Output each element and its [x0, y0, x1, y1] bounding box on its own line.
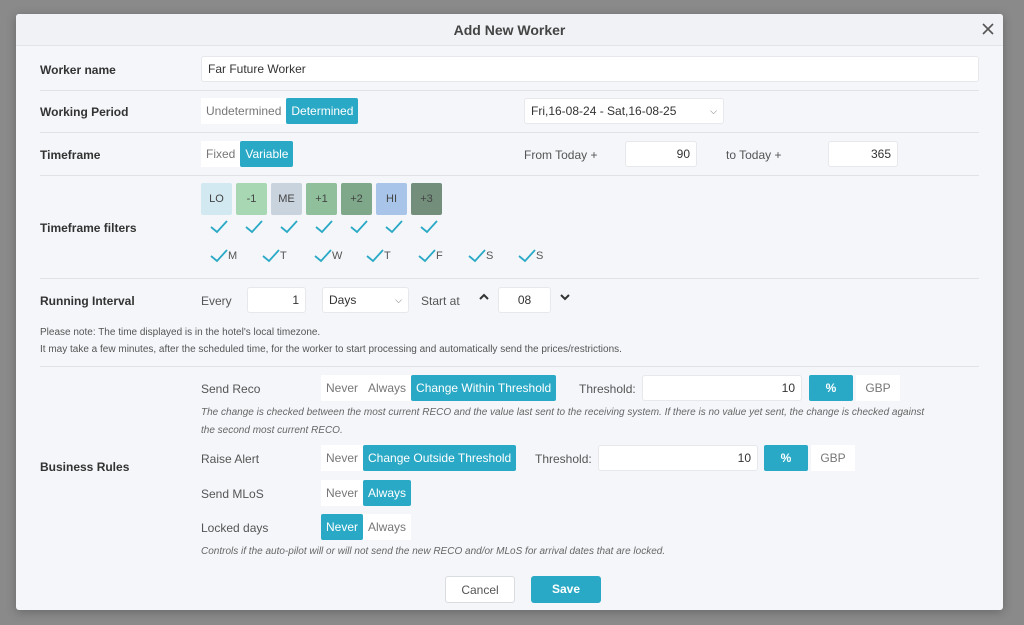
start-hour-input[interactable]: [498, 287, 551, 313]
send-reco-hint-2: the second most current RECO.: [201, 425, 343, 436]
timeframe-label: Timeframe: [40, 148, 101, 162]
send-mlos-toggle: Never Always: [321, 480, 412, 506]
determined-option[interactable]: Determined: [286, 98, 359, 124]
start-at-label: Start at: [421, 294, 460, 308]
close-icon[interactable]: [979, 20, 997, 38]
send-reco-threshold-label: Threshold:: [579, 382, 636, 396]
chevron-down-icon[interactable]: [559, 291, 571, 306]
divider: [40, 278, 979, 279]
send-reco-gbp-option[interactable]: GBP: [856, 375, 900, 401]
worker-name-label: Worker name: [40, 63, 116, 77]
running-interval-label: Running Interval: [40, 294, 135, 308]
working-period-toggle: Undetermined Determined: [201, 98, 359, 124]
divider: [40, 90, 979, 91]
day-wednesday[interactable]: W: [314, 249, 342, 265]
dialog-header: Add New Worker: [16, 14, 1003, 46]
add-worker-dialog: Add New Worker Worker name Working Perio…: [16, 14, 1003, 610]
raise-alert-percent-option[interactable]: %: [764, 445, 808, 471]
to-today-label: to Today +: [726, 148, 782, 162]
raise-alert-gbp-option[interactable]: GBP: [811, 445, 855, 471]
from-today-input[interactable]: [625, 141, 697, 167]
raise-alert-outside-threshold[interactable]: Change Outside Threshold: [363, 445, 517, 471]
locked-days-toggle: Never Always: [321, 514, 412, 540]
check-icon[interactable]: [315, 220, 333, 234]
business-rules-label: Business Rules: [40, 460, 130, 474]
locked-days-label: Locked days: [201, 521, 269, 535]
raise-alert-threshold-label: Threshold:: [535, 452, 592, 466]
cancel-button[interactable]: Cancel: [445, 576, 515, 603]
every-label: Every: [201, 294, 232, 308]
raise-alert-toggle: Never Change Outside Threshold: [321, 445, 517, 471]
send-reco-toggle: Never Always Change Within Threshold: [321, 375, 557, 401]
interval-unit-select[interactable]: Days ⌵: [322, 287, 409, 313]
send-mlos-label: Send MLoS: [201, 487, 264, 501]
fixed-option[interactable]: Fixed: [201, 141, 241, 167]
filter-plus1[interactable]: +1: [306, 183, 337, 215]
day-monday[interactable]: M: [210, 249, 237, 265]
raise-alert-threshold-input[interactable]: [598, 445, 758, 471]
filter-plus2[interactable]: +2: [341, 183, 372, 215]
send-mlos-always[interactable]: Always: [363, 480, 412, 506]
send-reco-percent-option[interactable]: %: [809, 375, 853, 401]
day-saturday[interactable]: S: [468, 249, 493, 265]
raise-alert-never[interactable]: Never: [321, 445, 364, 471]
locked-days-never[interactable]: Never: [321, 514, 364, 540]
send-reco-threshold-input[interactable]: [642, 375, 802, 401]
filter-minus1[interactable]: -1: [236, 183, 267, 215]
check-icon[interactable]: [385, 220, 403, 234]
variable-option[interactable]: Variable: [240, 141, 294, 167]
day-thursday[interactable]: T: [366, 249, 391, 265]
working-period-date-select[interactable]: Fri,16-08-24 - Sat,16-08-25 ⌵: [524, 98, 724, 124]
filter-plus3[interactable]: +3: [411, 183, 442, 215]
raise-alert-label: Raise Alert: [201, 452, 260, 466]
filter-me[interactable]: ME: [271, 183, 302, 215]
day-sunday[interactable]: S: [518, 249, 543, 265]
from-today-label: From Today +: [524, 148, 598, 162]
divider: [40, 366, 979, 367]
check-icon[interactable]: [280, 220, 298, 234]
interval-unit-value: Days: [329, 293, 357, 307]
day-tuesday[interactable]: T: [262, 249, 287, 265]
date-range-value: Fri,16-08-24 - Sat,16-08-25: [531, 104, 677, 118]
timeframe-filters-label: Timeframe filters: [40, 221, 137, 235]
locked-days-hint: Controls if the auto-pilot will or will …: [201, 546, 666, 557]
to-today-input[interactable]: [828, 141, 898, 167]
worker-name-input[interactable]: [201, 56, 979, 82]
undetermined-option[interactable]: Undetermined: [201, 98, 287, 124]
send-reco-label: Send Reco: [201, 382, 261, 396]
chevron-down-icon: ⌵: [710, 106, 717, 116]
filter-hi[interactable]: HI: [376, 183, 407, 215]
divider: [40, 132, 979, 133]
chevron-up-icon[interactable]: [478, 291, 490, 306]
send-reco-always[interactable]: Always: [363, 375, 412, 401]
check-icon[interactable]: [210, 220, 228, 234]
check-icon[interactable]: [420, 220, 438, 234]
send-mlos-never[interactable]: Never: [321, 480, 364, 506]
locked-days-always[interactable]: Always: [363, 514, 412, 540]
check-icon[interactable]: [245, 220, 263, 234]
save-button[interactable]: Save: [531, 576, 601, 603]
send-reco-hint-1: The change is checked between the most c…: [201, 407, 925, 418]
day-friday[interactable]: F: [418, 249, 443, 265]
timeframe-toggle: Fixed Variable: [201, 141, 294, 167]
chevron-down-icon: ⌵: [395, 295, 402, 305]
working-period-label: Working Period: [40, 105, 129, 119]
filter-lo[interactable]: LO: [201, 183, 232, 215]
send-reco-never[interactable]: Never: [321, 375, 364, 401]
timezone-note: Please note: The time displayed is in th…: [40, 327, 321, 338]
every-input[interactable]: [247, 287, 306, 313]
send-reco-within-threshold[interactable]: Change Within Threshold: [411, 375, 557, 401]
processing-note: It may take a few minutes, after the sch…: [40, 344, 622, 355]
check-icon[interactable]: [350, 220, 368, 234]
divider: [40, 175, 979, 176]
dialog-title: Add New Worker: [453, 22, 566, 38]
